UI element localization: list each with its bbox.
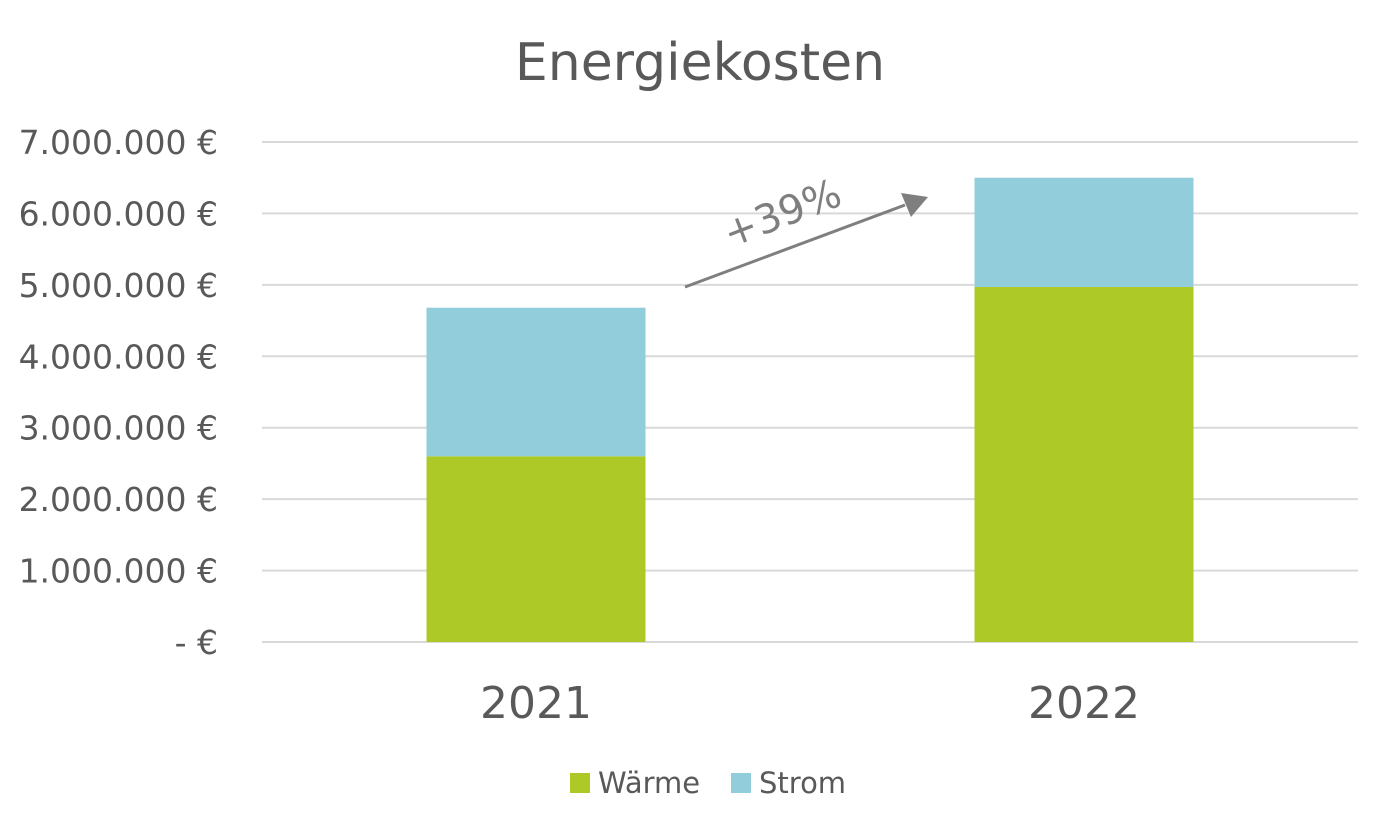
legend-swatch	[570, 773, 590, 793]
y-tick-label: 3.000.000 €	[19, 409, 218, 448]
x-tick-label: 2021	[480, 678, 592, 729]
y-axis-ticks: - € 1.000.000 € 2.000.000 € 3.000.000 € 4.00…	[19, 123, 218, 662]
bar-segment	[426, 307, 646, 457]
x-axis-ticks: 2021 2022	[480, 678, 1140, 729]
y-tick-label: 7.000.000 €	[19, 123, 218, 162]
y-tick-label: 6.000.000 €	[19, 194, 218, 233]
growth-annotation: +39%	[684, 170, 928, 289]
bar-segment	[426, 456, 646, 642]
y-tick-label: 4.000.000 €	[19, 337, 218, 376]
legend: Wärme Strom	[570, 766, 846, 800]
bars	[426, 177, 1194, 642]
y-tick-label: - €	[175, 623, 218, 662]
growth-arrow-head	[901, 193, 928, 217]
legend-label: Strom	[759, 766, 846, 800]
chart-title: Energiekosten	[515, 33, 885, 93]
legend-swatch	[731, 773, 751, 793]
x-tick-label: 2022	[1028, 678, 1140, 729]
legend-label: Wärme	[598, 766, 700, 800]
y-tick-label: 2.000.000 €	[19, 480, 218, 519]
growth-label: +39%	[717, 170, 848, 257]
y-tick-label: 1.000.000 €	[19, 552, 218, 591]
bar-segment	[974, 177, 1194, 287]
growth-arrow	[684, 203, 906, 289]
bar-segment	[974, 287, 1194, 642]
y-tick-label: 5.000.000 €	[19, 266, 218, 305]
